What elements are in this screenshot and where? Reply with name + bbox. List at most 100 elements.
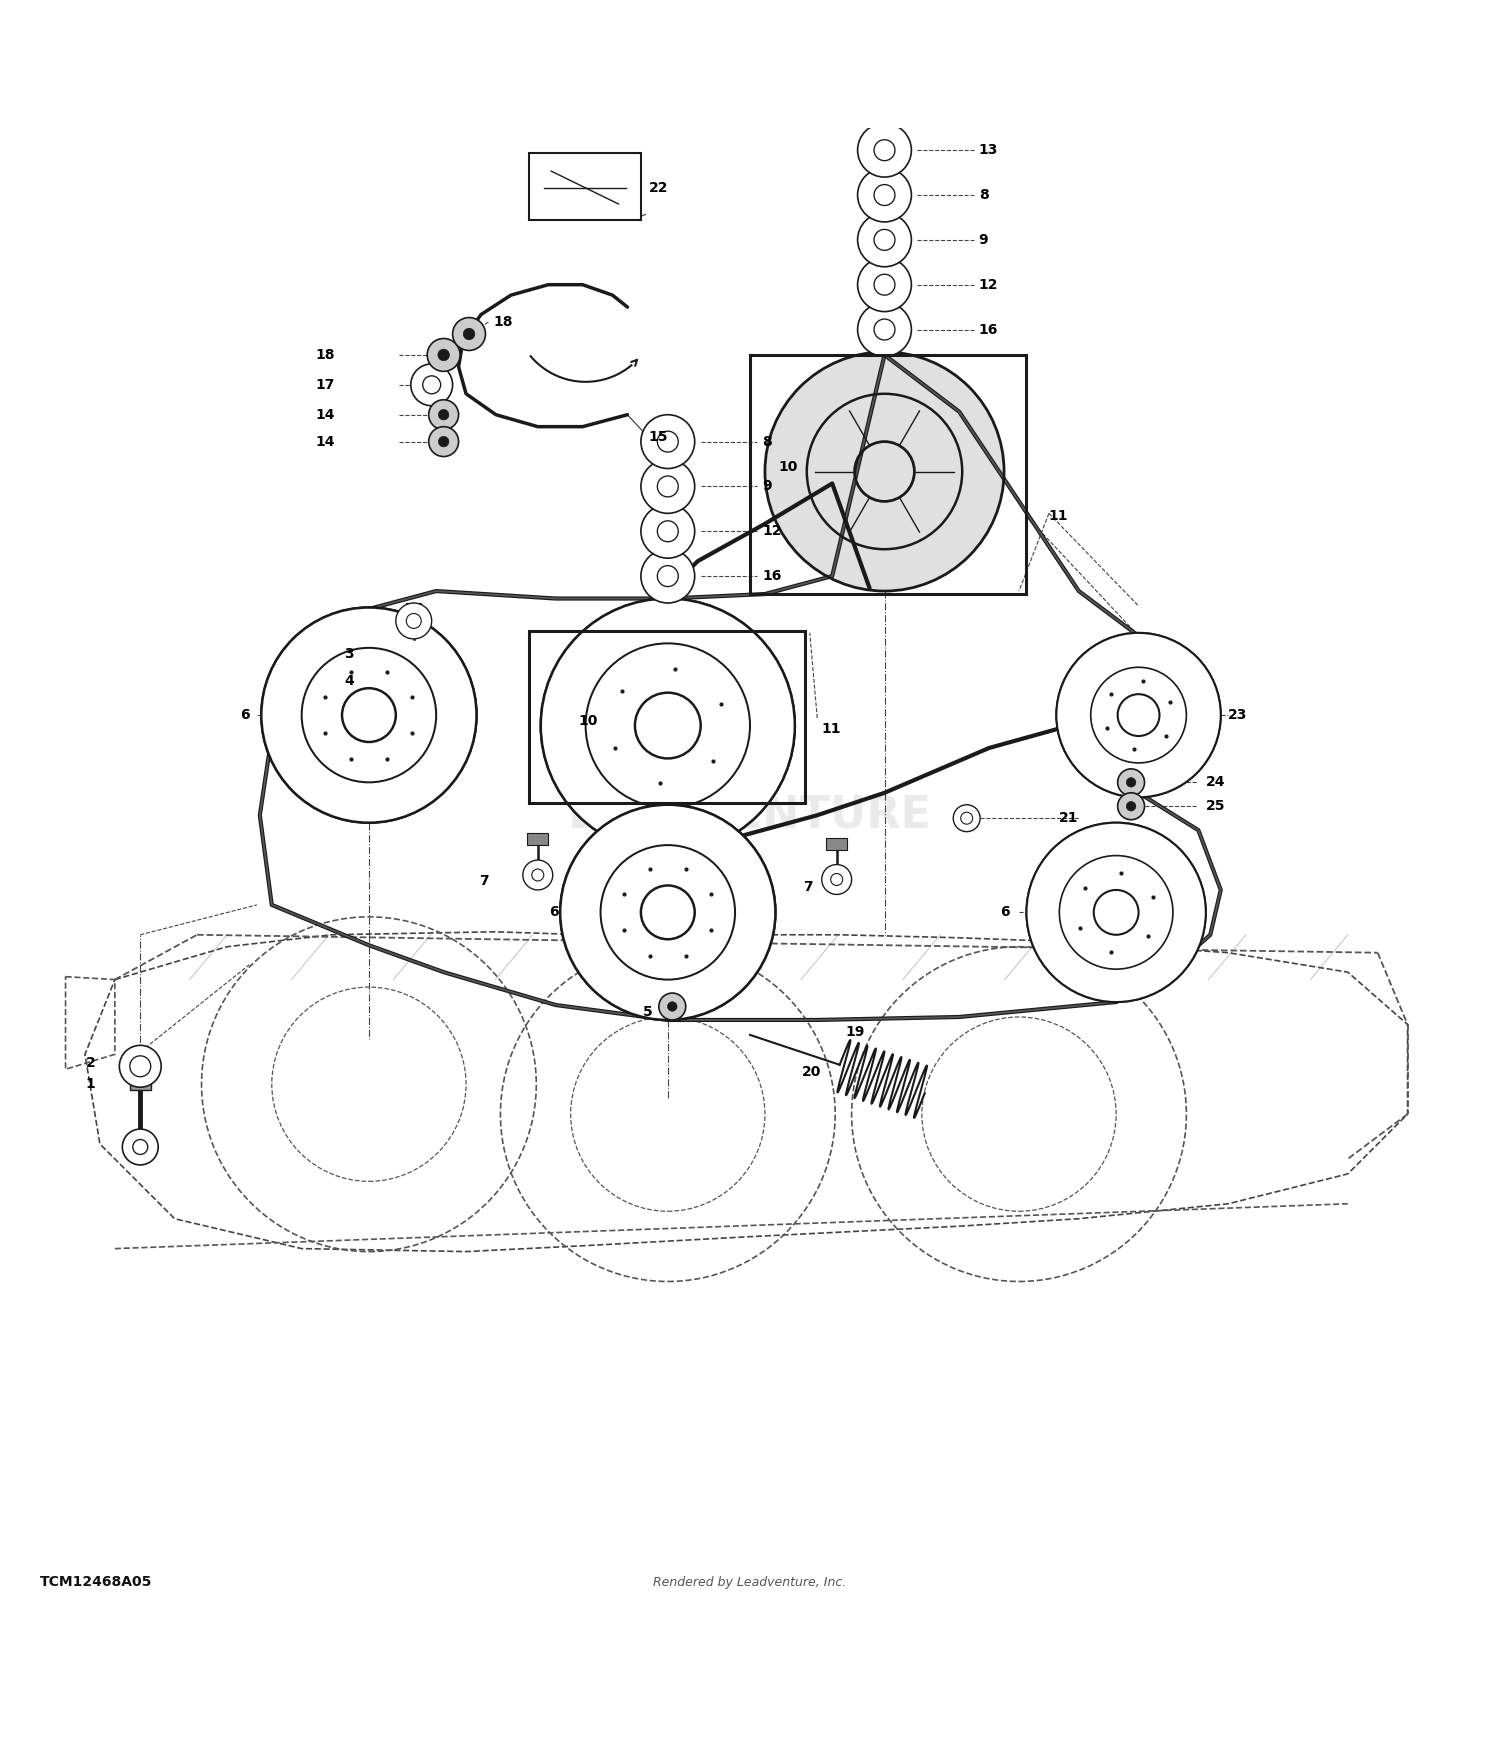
Text: 16: 16 [762,569,782,583]
Circle shape [657,522,678,542]
Circle shape [1026,822,1206,1003]
Circle shape [858,303,912,357]
Text: 2: 2 [86,1057,96,1071]
Circle shape [657,476,678,497]
Text: 17: 17 [315,378,334,392]
Circle shape [1090,667,1186,763]
Text: 6: 6 [240,709,249,723]
Circle shape [464,329,476,340]
Text: 6: 6 [549,905,558,919]
Circle shape [342,688,396,742]
Circle shape [600,845,735,980]
Text: 7: 7 [478,873,489,887]
Bar [750,355,1026,593]
Circle shape [765,352,1004,592]
Circle shape [634,693,700,758]
Circle shape [542,598,795,852]
Text: 9: 9 [762,480,771,494]
Text: TCM12468A05: TCM12468A05 [40,1575,153,1589]
Circle shape [1118,768,1144,796]
Circle shape [585,644,750,808]
Text: 4: 4 [344,674,354,688]
Circle shape [261,607,477,822]
Circle shape [858,257,912,312]
Text: 18: 18 [315,348,334,362]
Circle shape [858,214,912,266]
Circle shape [585,644,750,808]
Circle shape [1090,667,1186,763]
Circle shape [342,688,396,742]
Text: 19: 19 [846,1026,865,1040]
Text: 21: 21 [1059,812,1078,826]
Circle shape [429,399,459,430]
Text: 10: 10 [778,460,798,474]
Circle shape [560,805,776,1020]
Circle shape [427,338,460,371]
Circle shape [524,859,552,891]
Circle shape [120,1045,160,1087]
Text: 6: 6 [1000,905,1010,919]
Circle shape [668,1001,676,1011]
Text: 12: 12 [762,525,782,539]
Circle shape [261,607,477,822]
Text: 14: 14 [315,434,334,448]
Circle shape [858,123,912,177]
Circle shape [658,992,686,1020]
Circle shape [1126,777,1136,788]
Circle shape [640,886,694,940]
Circle shape [640,886,694,940]
Circle shape [396,604,432,639]
Circle shape [1090,667,1186,763]
Text: 7: 7 [802,880,813,894]
Circle shape [657,565,678,586]
Bar [528,833,549,845]
Circle shape [423,376,441,394]
Circle shape [302,648,436,782]
Circle shape [438,350,450,360]
Circle shape [1118,695,1160,737]
Circle shape [640,550,694,604]
Text: 8: 8 [978,187,988,201]
Circle shape [411,364,453,406]
Circle shape [130,1055,150,1076]
Bar [130,1076,150,1090]
Text: 13: 13 [978,144,998,158]
Circle shape [1056,634,1221,798]
Circle shape [831,873,843,886]
Circle shape [874,229,896,250]
Text: 5: 5 [644,1006,652,1020]
Text: 20: 20 [802,1066,822,1080]
Text: 8: 8 [762,434,771,448]
Circle shape [1059,856,1173,970]
Bar [530,154,640,220]
Circle shape [640,504,694,558]
Bar [827,838,848,849]
Circle shape [1126,802,1136,810]
Circle shape [438,410,448,420]
Circle shape [874,275,896,296]
Text: 9: 9 [978,233,988,247]
Text: 12: 12 [978,278,998,292]
Circle shape [542,598,795,852]
Circle shape [1094,891,1138,934]
Circle shape [1026,822,1206,1003]
Circle shape [123,1129,158,1166]
Circle shape [822,864,852,894]
Circle shape [302,648,436,782]
Circle shape [302,648,436,782]
Circle shape [585,644,750,808]
Circle shape [1059,856,1173,970]
Text: 1: 1 [86,1078,96,1092]
Text: 25: 25 [1206,800,1225,814]
Text: 15: 15 [648,430,668,444]
Circle shape [640,460,694,513]
Circle shape [560,805,776,1020]
Circle shape [874,318,896,340]
Circle shape [406,614,422,628]
Text: 10: 10 [578,714,597,728]
Text: 23: 23 [1228,709,1248,723]
Circle shape [438,436,448,446]
Circle shape [453,317,486,350]
Circle shape [874,184,896,205]
Circle shape [1059,856,1173,970]
